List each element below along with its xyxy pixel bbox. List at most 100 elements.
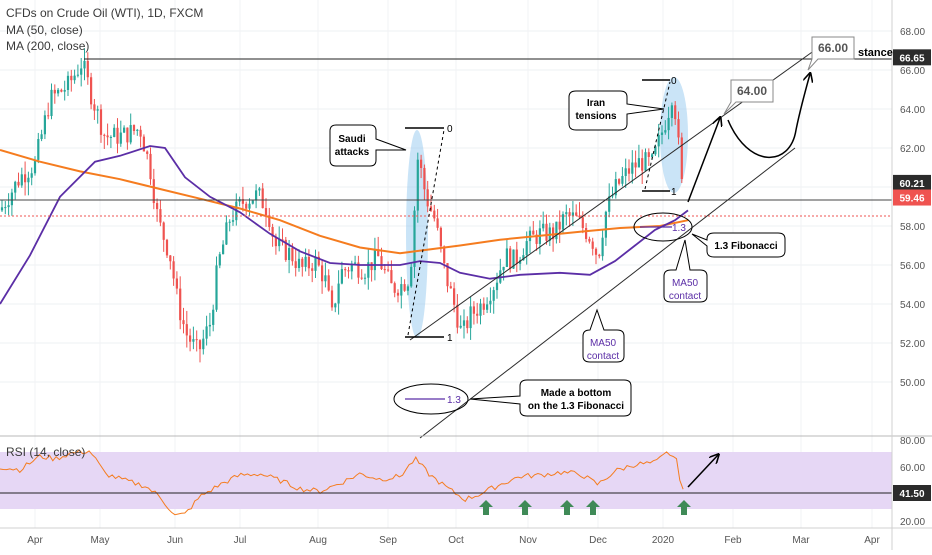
candle-body bbox=[357, 262, 360, 278]
candle-body bbox=[532, 230, 535, 235]
candle-body bbox=[301, 258, 304, 267]
rsi-markers bbox=[479, 500, 691, 515]
rsi-line bbox=[0, 449, 684, 516]
green-up-arrow-icon bbox=[586, 500, 600, 515]
iran-callout-text: tensions bbox=[575, 111, 617, 122]
time-axis: Apr May Jun Jul Aug Sep Oct Nov Dec 2020 Feb Mar Apr bbox=[27, 535, 880, 546]
candle-body bbox=[449, 286, 452, 289]
candle-body bbox=[542, 223, 545, 229]
candle-body bbox=[575, 212, 578, 216]
projection-curve bbox=[727, 74, 810, 158]
price-axis: 50.0052.0054.0056.0058.0060.0062.0064.00… bbox=[900, 27, 925, 389]
candle-body bbox=[512, 249, 515, 269]
candle-body bbox=[96, 109, 99, 111]
candle-body bbox=[360, 277, 363, 279]
candle-body bbox=[142, 136, 145, 152]
candle-body bbox=[93, 104, 96, 111]
candle-body bbox=[443, 246, 446, 264]
candle-body bbox=[33, 159, 37, 174]
candle-body bbox=[657, 134, 660, 147]
green-up-arrow-icon bbox=[479, 500, 493, 515]
candle-body bbox=[241, 199, 244, 204]
candle-body bbox=[7, 205, 10, 208]
price-tag-label: 66.65 bbox=[899, 53, 924, 64]
fib-callout-text: 1.3 Fibonacci bbox=[714, 241, 778, 252]
candle-body bbox=[255, 190, 258, 201]
candle-body bbox=[27, 177, 30, 183]
candle-body bbox=[231, 220, 235, 222]
candle-body bbox=[416, 159, 419, 211]
candle-body bbox=[149, 153, 152, 180]
candle-body bbox=[129, 125, 132, 143]
ma200-line bbox=[0, 149, 689, 255]
price-tag-label: 41.50 bbox=[899, 489, 924, 500]
ma50-contact-1-text: contact bbox=[587, 351, 619, 362]
candle-body bbox=[525, 241, 528, 256]
candle-body bbox=[347, 270, 350, 272]
fib-ellipse-top bbox=[633, 212, 693, 242]
candle-body bbox=[522, 255, 525, 261]
fib-level-1: 1 bbox=[447, 333, 453, 344]
candle-body bbox=[492, 290, 495, 301]
candle-body bbox=[297, 258, 301, 269]
candle-body bbox=[314, 256, 317, 271]
candle-body bbox=[274, 236, 277, 247]
fib-level-0: 0 bbox=[671, 76, 677, 87]
candle-body bbox=[14, 181, 17, 193]
candle-body bbox=[126, 127, 129, 143]
candle-body bbox=[321, 265, 324, 282]
candle-body bbox=[103, 134, 106, 136]
candle-body bbox=[113, 127, 116, 137]
candle-body bbox=[598, 254, 601, 257]
candle-body bbox=[558, 221, 561, 230]
candle-body bbox=[106, 135, 109, 138]
candle-body bbox=[479, 303, 482, 316]
candle-body bbox=[354, 262, 357, 264]
candle-body bbox=[387, 269, 390, 271]
candle-body bbox=[47, 115, 50, 117]
candle-body bbox=[311, 268, 314, 271]
target-64-box bbox=[723, 79, 774, 115]
fib-label: 1.3 bbox=[447, 395, 461, 406]
candle-body bbox=[509, 248, 512, 269]
candle-body bbox=[680, 137, 683, 180]
candle-body bbox=[70, 75, 73, 81]
candle-body bbox=[225, 222, 228, 245]
candle-body bbox=[24, 174, 27, 183]
candle-body bbox=[40, 134, 43, 140]
candle-body bbox=[423, 167, 426, 190]
candle-body bbox=[462, 320, 466, 326]
ma50-contact-1-box bbox=[582, 308, 625, 363]
candle-body bbox=[43, 115, 46, 135]
candle-body bbox=[60, 89, 63, 92]
fib-callout-box bbox=[691, 232, 786, 258]
candle-body bbox=[30, 173, 33, 178]
candle-body bbox=[367, 262, 370, 278]
candle-body bbox=[291, 248, 294, 262]
candle-body bbox=[482, 303, 485, 310]
candle-body bbox=[495, 282, 499, 291]
fib-tool-iran bbox=[642, 79, 671, 192]
candle-body bbox=[212, 309, 215, 325]
candle-body bbox=[618, 179, 621, 184]
candle-body bbox=[637, 158, 640, 168]
candle-body bbox=[568, 212, 571, 216]
price-tick-label: 64.00 bbox=[900, 105, 925, 116]
candle-body bbox=[426, 189, 429, 207]
iran-callout-box bbox=[568, 90, 665, 131]
candle-body bbox=[156, 203, 159, 210]
candle-body bbox=[198, 340, 202, 350]
price-tag-bg bbox=[893, 174, 931, 191]
candle-body bbox=[284, 239, 287, 260]
candle-body bbox=[581, 217, 584, 228]
candle-body bbox=[420, 159, 423, 168]
candle-body bbox=[63, 89, 66, 92]
candle-body bbox=[109, 136, 112, 138]
candle-body bbox=[195, 339, 198, 341]
time-tick-label: Apr bbox=[27, 535, 43, 546]
target-64-label: 64.00 bbox=[737, 84, 767, 98]
candle-body bbox=[37, 139, 40, 160]
price-tag-bg bbox=[893, 189, 931, 206]
candle-body bbox=[621, 176, 624, 184]
